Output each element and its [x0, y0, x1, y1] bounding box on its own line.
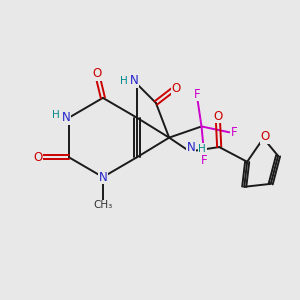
Text: H: H	[198, 144, 206, 154]
Text: O: O	[213, 110, 222, 123]
Text: O: O	[260, 130, 269, 143]
Text: O: O	[92, 67, 102, 80]
Text: N: N	[62, 111, 70, 124]
Text: H: H	[120, 76, 128, 86]
Text: F: F	[201, 154, 208, 167]
Text: N: N	[130, 74, 139, 87]
Text: N: N	[187, 141, 196, 154]
Text: O: O	[34, 151, 43, 164]
Text: O: O	[172, 82, 181, 95]
Text: F: F	[231, 126, 237, 139]
Text: H: H	[52, 110, 60, 120]
Text: CH₃: CH₃	[93, 200, 112, 210]
Text: N: N	[98, 171, 107, 184]
Text: F: F	[194, 88, 200, 100]
